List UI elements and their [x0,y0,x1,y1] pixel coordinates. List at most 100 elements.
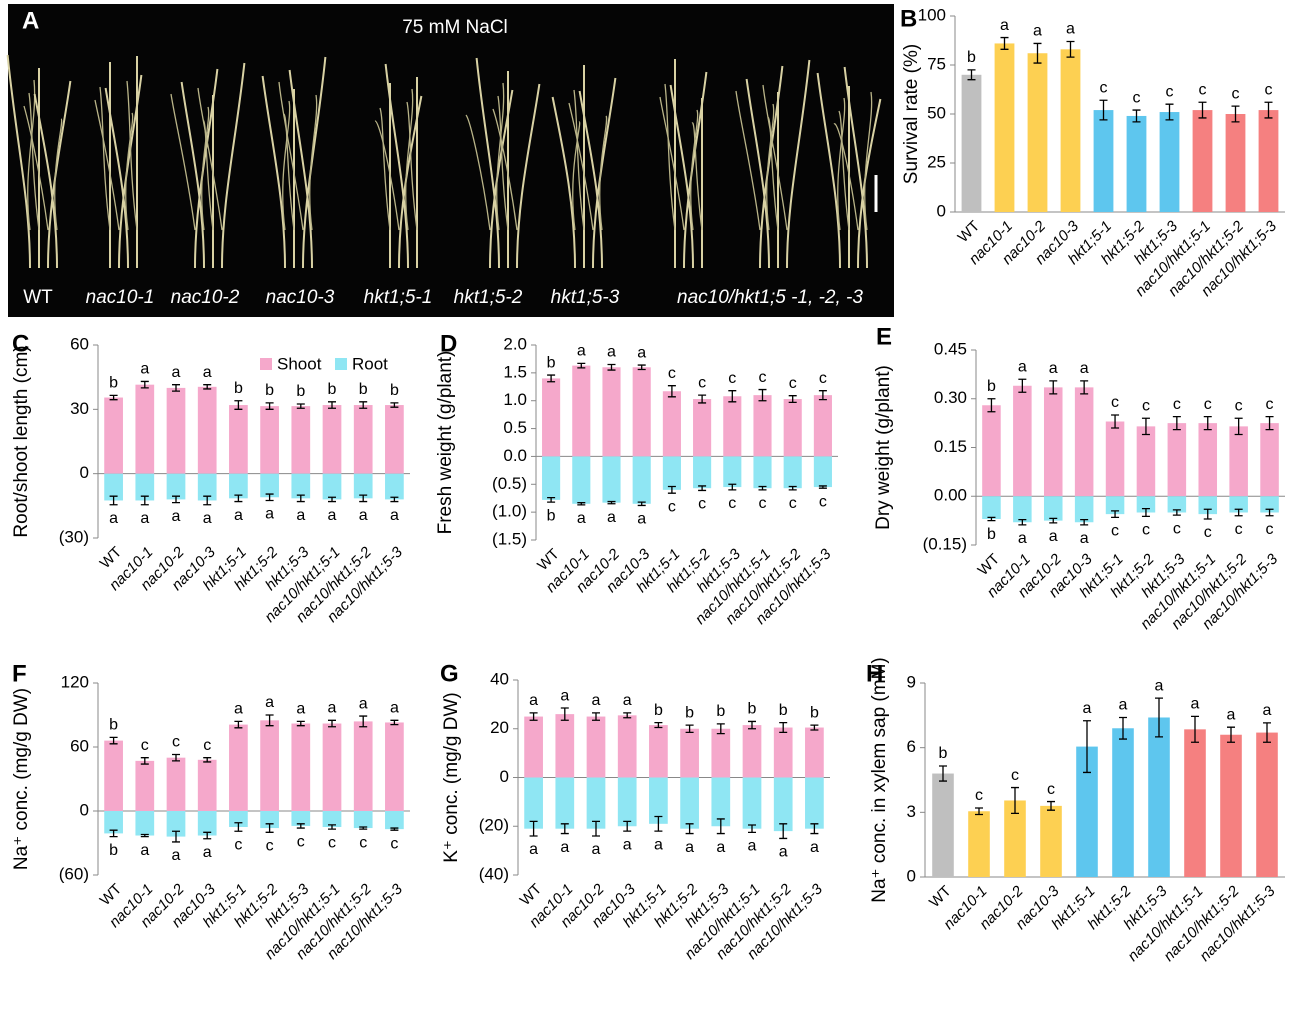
bar [1220,734,1242,877]
bar [813,456,832,488]
error-bar [1263,722,1271,743]
bar [805,727,824,778]
significance-letter: a [1066,21,1075,38]
error-bar [1234,417,1243,436]
significance-letter: c [759,369,767,386]
error-bar [654,815,663,832]
bar [1013,385,1032,497]
error-bar [987,516,996,522]
bar [104,397,123,474]
significance-letter: a [623,836,632,853]
bar [197,759,217,811]
error-bar [728,390,737,403]
y-tick-label: 0.45 [934,339,967,358]
bar [385,722,404,811]
error-bar [637,364,646,371]
bar [291,406,311,474]
bar [1225,114,1246,212]
significance-letter: a [296,507,305,524]
error-bar [1000,36,1009,50]
plant-stem [261,75,286,269]
bar [1198,496,1218,515]
bar [586,777,606,829]
significance-letter: a [1049,528,1058,545]
error-bar [140,495,149,506]
bar [166,473,186,500]
significance-letter: b [109,375,118,392]
plant-leaf [283,113,295,231]
error-bar [547,374,556,383]
bar [260,473,279,498]
significance-letter: a [1263,702,1272,719]
bar [260,406,279,474]
y-axis-label: K⁺ conc. (mg/g DW) [441,692,462,863]
error-bar [1265,508,1274,517]
photo-label: WT [23,287,53,308]
error-bar [328,401,336,409]
error-bar [296,494,305,503]
y-tick-label: 20 [490,718,509,737]
plant-leaf [735,90,761,231]
significance-letter: c [390,835,398,852]
significance-letter: b [265,382,274,399]
error-bar [172,495,180,504]
significance-letter: c [668,498,676,515]
photo-label: hkt1;5-1 [364,287,433,308]
significance-letter: a [685,839,694,856]
bar [1198,423,1218,497]
plant-leaf [23,105,49,231]
y-tick-label: 9 [907,672,916,691]
error-bar [758,388,767,402]
error-bar [779,722,788,734]
error-bar [1018,378,1027,393]
bar [982,496,1001,519]
error-bar [1011,786,1019,815]
significance-letter: a [1083,700,1092,717]
y-tick-label: 1.0 [503,390,527,409]
plant-leaf [497,95,509,231]
error-bar [637,501,646,507]
error-bar [328,824,336,830]
significance-letter: a [1155,677,1164,694]
bar [783,399,802,457]
error-bar [698,394,707,404]
bar [1074,387,1094,497]
significance-letter: a [328,700,337,717]
bar [649,725,668,778]
significance-letter: b [359,381,368,398]
plant-leaf [379,107,391,231]
error-bar [698,485,707,492]
error-bar [234,494,243,503]
plant-leaf [766,103,775,231]
error-bar [1191,715,1199,743]
bar [602,367,621,457]
significance-letter: c [1199,81,1207,98]
significance-letter: c [975,787,983,804]
plant-stem [551,96,576,269]
bar [572,456,591,504]
bar [742,725,762,778]
error-bar [109,829,118,838]
bar [1148,717,1170,877]
significance-letter: a [577,343,586,360]
plant-leaf [691,122,703,231]
legend-swatch [260,358,272,370]
plant-leaf [197,87,223,231]
plant-leaf [492,108,518,231]
error-bar [234,822,243,832]
bar [524,777,543,829]
error-bar [810,724,819,731]
significance-letter: b [390,382,399,399]
y-tick-label: 0.00 [934,486,967,505]
y-tick-label: 2.0 [503,334,527,353]
plant-leaf [690,109,699,231]
error-bar [1111,414,1120,429]
bar [1126,115,1147,212]
error-bar [716,723,725,735]
bar [322,473,342,500]
plant-leaf [837,97,846,231]
significance-letter: c [668,365,676,382]
y-axis-label: Survival rate (%) [901,44,922,184]
significance-letter: b [234,380,243,397]
error-bar [296,403,305,409]
